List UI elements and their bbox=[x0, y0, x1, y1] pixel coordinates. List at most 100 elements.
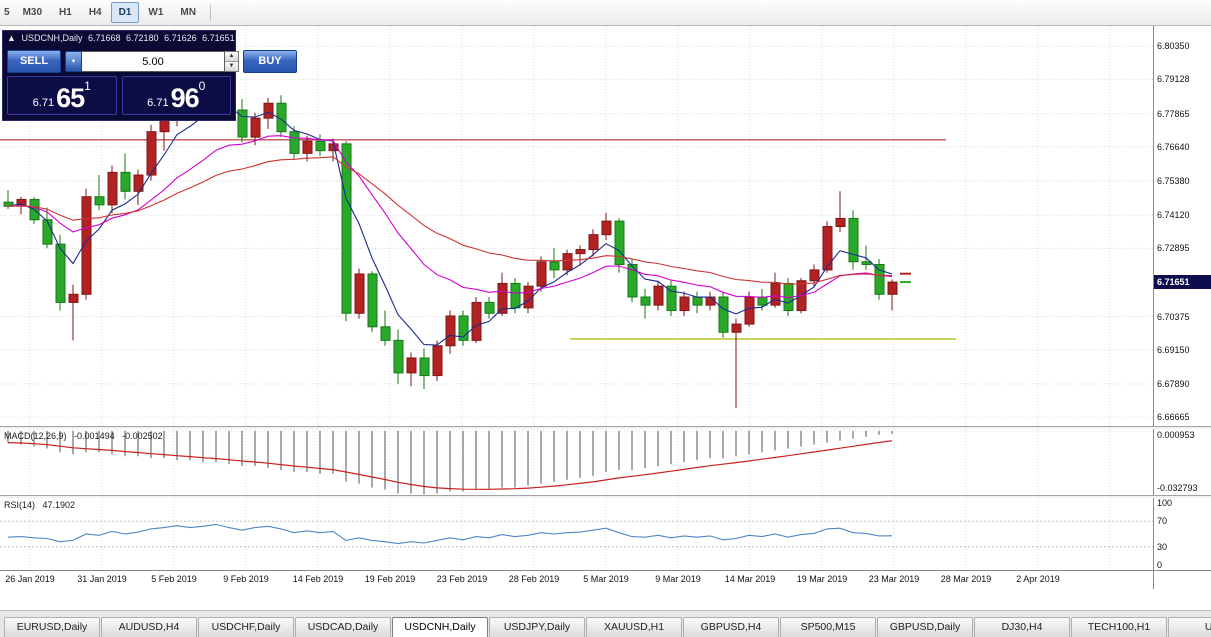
rsi-label: RSI(14) 47.1902 bbox=[4, 500, 80, 510]
timeframe-button-h4[interactable]: H4 bbox=[88, 7, 102, 18]
time-axis-row: 26 Jan 2019 31 Jan 2019 5 Feb 2019 9 Feb 20… bbox=[0, 570, 1211, 589]
rsi-name: RSI(14) bbox=[4, 500, 36, 510]
chevron-down-icon: ▼ bbox=[228, 63, 235, 69]
bottom-gap bbox=[0, 589, 1211, 610]
chart-tab-audusd-h4[interactable]: AUDUSD,H4 bbox=[101, 617, 197, 637]
price-axis-label: 6.76640 bbox=[1157, 141, 1190, 152]
volume-control: ▼ ▲ ▼ bbox=[65, 51, 239, 72]
volume-dropdown-button[interactable]: ▼ bbox=[65, 51, 82, 72]
time-axis-label: 23 Feb 2019 bbox=[436, 574, 488, 584]
macd-chart[interactable]: MACD(12,26,9) -0.001494 -0.002502 bbox=[0, 429, 1153, 495]
timeframe-button-h1[interactable]: H1 bbox=[59, 7, 72, 18]
ohlc-low: 6.71626 bbox=[164, 33, 197, 43]
time-axis-label: 9 Feb 2019 bbox=[223, 574, 269, 584]
price-axis-label: 6.77865 bbox=[1157, 108, 1190, 119]
rsi-axis-label: 70 bbox=[1157, 516, 1168, 527]
time-axis-label: 28 Feb 2019 bbox=[508, 574, 560, 584]
time-axis-label: 5 Feb 2019 bbox=[151, 574, 197, 584]
chart-tab-xauusd-h1[interactable]: XAUUSD,H1 bbox=[586, 617, 682, 637]
ohlc-close: 6.71651 bbox=[202, 33, 235, 43]
price-axis-label: 6.79128 bbox=[1157, 74, 1190, 85]
chart-tab-usdchf-daily[interactable]: USDCHF,Daily bbox=[198, 617, 294, 637]
sell-button[interactable]: SELL bbox=[7, 50, 61, 73]
time-axis[interactable]: 26 Jan 2019 31 Jan 2019 5 Feb 2019 9 Feb 20… bbox=[0, 571, 1153, 589]
panel-splitter[interactable] bbox=[0, 426, 1211, 429]
chart-ohlc-title: ▲ USDCNH,Daily 6.71668 6.72180 6.71626 6… bbox=[3, 31, 235, 47]
price-axis-label: 6.66665 bbox=[1157, 412, 1190, 423]
timeframe-button-w1[interactable]: W1 bbox=[148, 7, 164, 18]
time-axis-label: 2 Apr 2019 bbox=[1016, 574, 1060, 584]
ohlc-high: 6.72180 bbox=[126, 33, 159, 43]
chart-tab-usdcnh-daily[interactable]: USDCNH,Daily bbox=[392, 617, 488, 637]
macd-name: MACD(12,26,9) bbox=[4, 431, 67, 441]
timeframe-button-5[interactable]: 5 bbox=[4, 7, 10, 18]
main-chart-panel: ▲ USDCNH,Daily 6.71668 6.72180 6.71626 6… bbox=[0, 26, 1211, 426]
macd-value-signal: -0.002502 bbox=[122, 431, 163, 441]
rsi-axis[interactable]: 100 70 30 0 bbox=[1153, 498, 1211, 570]
time-axis-label: 14 Mar 2019 bbox=[724, 574, 776, 584]
chart-tab-eurusd-daily[interactable]: EURUSD,Daily bbox=[4, 617, 100, 637]
timeframe-toolbar: 5 M30 H1 H4 D1 W1 MN bbox=[0, 0, 1211, 26]
time-axis-label: 19 Feb 2019 bbox=[364, 574, 416, 584]
time-axis-label: 28 Mar 2019 bbox=[940, 574, 992, 584]
current-price-badge: 6.71651 bbox=[1154, 275, 1211, 290]
rsi-axis-label: 0 bbox=[1157, 560, 1163, 570]
chart-tabs-bar: EURUSD,Daily AUDUSD,H4 USDCHF,Daily USDCAD,… bbox=[0, 610, 1211, 637]
chart-tab-ukc[interactable]: UKC bbox=[1168, 617, 1211, 637]
main-chart[interactable]: ▲ USDCNH,Daily 6.71668 6.72180 6.71626 6… bbox=[0, 26, 1153, 426]
timeframe-button-mn[interactable]: MN bbox=[180, 7, 196, 18]
candlestick-chart bbox=[0, 26, 1153, 426]
chevron-down-icon: ▼ bbox=[70, 59, 77, 65]
time-axis-label: 9 Mar 2019 bbox=[655, 574, 701, 584]
chart-symbol: USDCNH,Daily bbox=[21, 33, 83, 43]
axis-corner bbox=[1153, 571, 1211, 589]
volume-input[interactable] bbox=[82, 51, 225, 72]
trade-controls-row: SELL ▼ ▲ ▼ bbox=[3, 47, 297, 75]
rsi-line-chart bbox=[0, 498, 1153, 570]
chart-tab-sp500-m15[interactable]: SP500,M15 bbox=[780, 617, 876, 637]
time-axis-label: 5 Mar 2019 bbox=[583, 574, 629, 584]
stepper-down-button[interactable]: ▼ bbox=[225, 62, 238, 71]
one-click-trading-panel: ▲ USDCNH,Daily 6.71668 6.72180 6.71626 6… bbox=[2, 30, 297, 121]
up-arrow-icon: ▲ bbox=[7, 33, 16, 43]
price-axis-label: 6.69150 bbox=[1157, 344, 1190, 355]
buy-price-small: 6.71 bbox=[147, 97, 169, 109]
time-axis-label: 19 Mar 2019 bbox=[796, 574, 848, 584]
rsi-indicator-panel: RSI(14) 47.1902 100 70 30 0 bbox=[0, 498, 1211, 570]
trade-prices-row: 6.71 65 1 6.71 96 0 bbox=[3, 75, 235, 120]
time-axis-label: 26 Jan 2019 bbox=[5, 574, 55, 584]
chart-tab-dj30-h4[interactable]: DJ30,H4 bbox=[974, 617, 1070, 637]
chart-tab-gbpusd-h4[interactable]: GBPUSD,H4 bbox=[683, 617, 779, 637]
price-axis-label: 6.70375 bbox=[1157, 311, 1190, 322]
macd-axis-label: -0.032793 bbox=[1157, 483, 1198, 493]
price-axis-label: 6.80350 bbox=[1157, 41, 1190, 52]
chart-tab-gbpusd-daily[interactable]: GBPUSD,Daily bbox=[877, 617, 973, 637]
rsi-axis-label: 100 bbox=[1157, 498, 1173, 508]
timeframe-button-m30[interactable]: M30 bbox=[22, 7, 43, 18]
chart-tab-usdcad-daily[interactable]: USDCAD,Daily bbox=[295, 617, 391, 637]
panel-splitter[interactable] bbox=[0, 495, 1211, 498]
chart-tab-tech100-h1[interactable]: TECH100,H1 bbox=[1071, 617, 1167, 637]
macd-axis[interactable]: 0.000953 -0.032793 bbox=[1153, 429, 1211, 495]
macd-indicator-panel: MACD(12,26,9) -0.001494 -0.002502 0.0009… bbox=[0, 429, 1211, 495]
macd-histogram bbox=[0, 429, 1153, 495]
time-axis-label: 14 Feb 2019 bbox=[292, 574, 344, 584]
sell-price-sup: 1 bbox=[84, 79, 91, 93]
rsi-value: 47.1902 bbox=[42, 500, 76, 510]
timeframe-button-d1[interactable]: D1 bbox=[110, 2, 140, 23]
price-axis-label: 6.74120 bbox=[1157, 210, 1190, 221]
price-axis-label: 6.75380 bbox=[1157, 176, 1190, 186]
stepper-up-button[interactable]: ▲ bbox=[225, 52, 238, 62]
price-axis[interactable]: 6.80350 6.79128 6.77865 6.76640 6.75380 6.741… bbox=[1153, 26, 1211, 426]
buy-price-display: 6.71 96 0 bbox=[121, 76, 231, 115]
rsi-chart[interactable]: RSI(14) 47.1902 bbox=[0, 498, 1153, 570]
chevron-up-icon: ▲ bbox=[228, 53, 235, 59]
chart-tab-usdjpy-daily[interactable]: USDJPY,Daily bbox=[489, 617, 585, 637]
sell-price-big: 65 bbox=[56, 83, 85, 113]
buy-price-sup: 0 bbox=[198, 79, 206, 93]
buy-button[interactable]: BUY bbox=[243, 50, 297, 73]
macd-axis-label: 0.000953 bbox=[1157, 430, 1195, 440]
price-axis-label: 6.67890 bbox=[1157, 378, 1190, 389]
macd-label: MACD(12,26,9) -0.001494 -0.002502 bbox=[4, 431, 168, 441]
